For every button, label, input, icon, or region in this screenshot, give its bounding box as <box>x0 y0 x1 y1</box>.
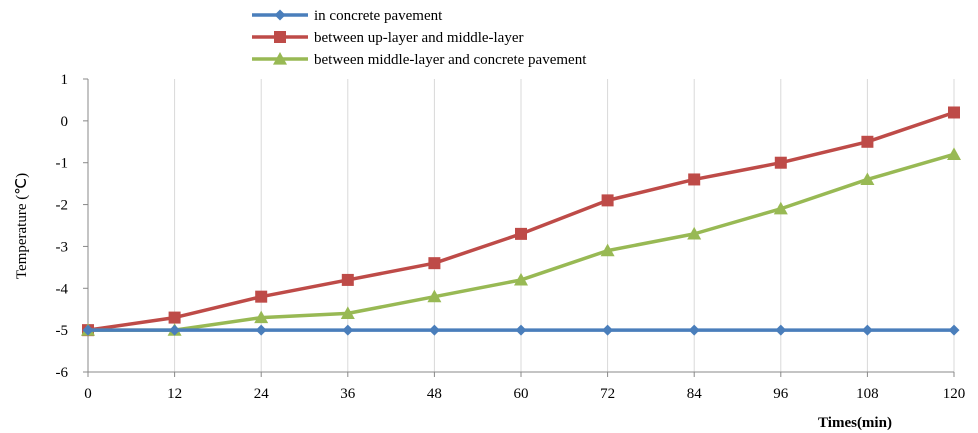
series-square <box>82 106 960 337</box>
y-axis-title: Temperature (℃) <box>14 173 30 279</box>
data-point <box>255 324 267 336</box>
data-point <box>428 257 441 270</box>
x-tick-label: 12 <box>167 386 182 402</box>
data-point <box>514 272 528 286</box>
data-point <box>773 201 788 215</box>
y-tick-label: 0 <box>61 114 69 130</box>
data-point <box>602 324 614 336</box>
data-point <box>860 172 875 186</box>
x-tick-label: 24 <box>254 386 270 402</box>
legend-item: between middle-layer and concrete paveme… <box>252 52 587 68</box>
data-point <box>342 324 354 336</box>
y-tick-label: -4 <box>56 281 69 297</box>
x-tick-label: 72 <box>600 386 615 402</box>
data-point <box>775 324 787 336</box>
data-point <box>254 310 269 324</box>
data-point <box>427 289 442 303</box>
x-tick-label: 0 <box>84 386 92 402</box>
y-tick-label: -2 <box>56 198 69 214</box>
data-point <box>515 227 527 240</box>
legend-label: between middle-layer and concrete paveme… <box>314 52 587 68</box>
data-point <box>688 324 700 336</box>
data-point <box>861 324 873 336</box>
data-point <box>600 243 615 257</box>
y-tick-label: 1 <box>61 72 69 88</box>
legend-item: in concrete pavement <box>252 8 443 24</box>
x-tick-label: 108 <box>856 386 879 402</box>
y-tick-label: -5 <box>56 323 69 339</box>
legend-item: between up-layer and middle-layer <box>252 30 524 46</box>
legend: in concrete pavement between up-layer and… <box>252 8 587 68</box>
data-point <box>168 311 181 324</box>
legend-label: between up-layer and middle-layer <box>314 30 524 46</box>
data-point <box>340 306 355 319</box>
data-point <box>515 324 527 336</box>
data-point <box>948 324 960 336</box>
data-point <box>948 106 960 119</box>
legend-marker <box>274 31 286 43</box>
x-tick-label: 36 <box>340 386 356 402</box>
legend-label: in concrete pavement <box>314 8 443 24</box>
series-triangle <box>81 147 961 336</box>
x-tick-label: 48 <box>427 386 442 402</box>
data-point <box>341 273 354 286</box>
y-tick-label: -3 <box>56 239 69 255</box>
series-group <box>81 106 961 337</box>
x-tick-label: 96 <box>773 386 789 402</box>
data-point <box>688 173 701 186</box>
data-point <box>255 290 268 303</box>
data-point <box>428 324 440 336</box>
y-tick-label: -6 <box>56 365 69 381</box>
data-point <box>774 156 787 169</box>
x-tick-labels: 0 12 24 36 48 60 72 84 96 108 120 <box>84 386 965 402</box>
data-point <box>601 194 614 207</box>
data-point <box>687 226 702 240</box>
series-diamond <box>82 324 960 336</box>
x-tick-label: 120 <box>943 386 966 402</box>
x-axis-title: Times(min) <box>818 415 892 431</box>
legend-marker <box>273 52 287 65</box>
x-tick-label: 60 <box>514 386 529 402</box>
legend-marker <box>274 9 286 21</box>
y-tick-label: -1 <box>56 156 69 172</box>
x-tick-label: 84 <box>687 386 703 402</box>
data-point <box>861 135 874 148</box>
data-point <box>169 324 181 336</box>
data-point <box>947 147 961 160</box>
y-tick-labels: 1 0 -1 -2 -3 -4 -5 -6 <box>56 72 69 381</box>
grid-lines <box>174 79 955 372</box>
data-point <box>82 324 94 336</box>
